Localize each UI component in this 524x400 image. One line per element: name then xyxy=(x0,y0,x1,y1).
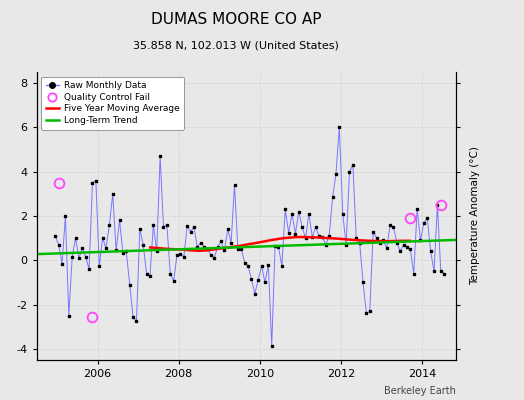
Y-axis label: Temperature Anomaly (°C): Temperature Anomaly (°C) xyxy=(471,146,481,286)
Text: 35.858 N, 102.013 W (United States): 35.858 N, 102.013 W (United States) xyxy=(133,40,339,50)
Legend: Raw Monthly Data, Quality Control Fail, Five Year Moving Average, Long-Term Tren: Raw Monthly Data, Quality Control Fail, … xyxy=(41,76,184,130)
Text: Berkeley Earth: Berkeley Earth xyxy=(384,386,456,396)
Text: DUMAS MOORE CO AP: DUMAS MOORE CO AP xyxy=(150,12,321,27)
